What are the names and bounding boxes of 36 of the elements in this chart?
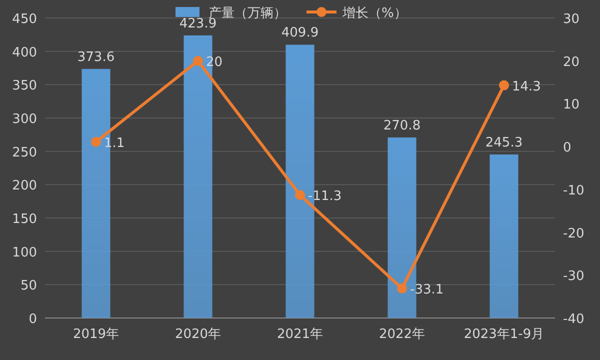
y2-tick-label: -30 xyxy=(563,269,584,284)
y-tick-label: 100 xyxy=(12,245,37,260)
y2-tick-label: 0 xyxy=(563,140,572,156)
y2-tick-label: -40 xyxy=(563,312,584,327)
y-tick-label: 300 xyxy=(12,112,37,127)
y2-tick-label: 10 xyxy=(563,98,580,113)
data-label: 270.8 xyxy=(383,118,421,134)
y-tick-label: 450 xyxy=(12,12,37,27)
y-tick-label: 0 xyxy=(28,312,37,327)
y-tick-label: 400 xyxy=(12,45,37,60)
x-tick-label: 2023年1-9月 xyxy=(464,327,544,342)
data-label: 423.9 xyxy=(179,16,217,32)
x-tick-label: 2020年 xyxy=(174,327,222,342)
y2-tick-label: -10 xyxy=(563,183,584,198)
x-tick-label: 2021年 xyxy=(276,327,324,342)
point xyxy=(499,80,509,90)
point xyxy=(295,190,305,200)
y2-tick-label: 30 xyxy=(563,12,580,27)
y-tick-label: 350 xyxy=(12,78,37,94)
point xyxy=(193,56,203,66)
legend-label: 增长（%） xyxy=(342,6,407,21)
y-tick-label: 50 xyxy=(20,278,37,294)
y2-tick-label: 20 xyxy=(563,54,580,70)
y-tick-label: 250 xyxy=(12,145,37,160)
y2-tick-label: -20 xyxy=(563,226,584,242)
point xyxy=(397,283,407,294)
x-tick-label: 2022年 xyxy=(378,327,426,342)
y-tick-label: 150 xyxy=(12,212,37,227)
bar xyxy=(490,154,518,318)
data-label: 373.6 xyxy=(77,50,115,65)
point xyxy=(91,136,101,147)
x-tick-label: 2019年 xyxy=(72,327,120,342)
data-label: 14.3 xyxy=(512,79,541,94)
data-label: 245.3 xyxy=(485,135,523,150)
data-label: 409.9 xyxy=(281,26,319,41)
y-tick-label: 200 xyxy=(12,178,37,194)
